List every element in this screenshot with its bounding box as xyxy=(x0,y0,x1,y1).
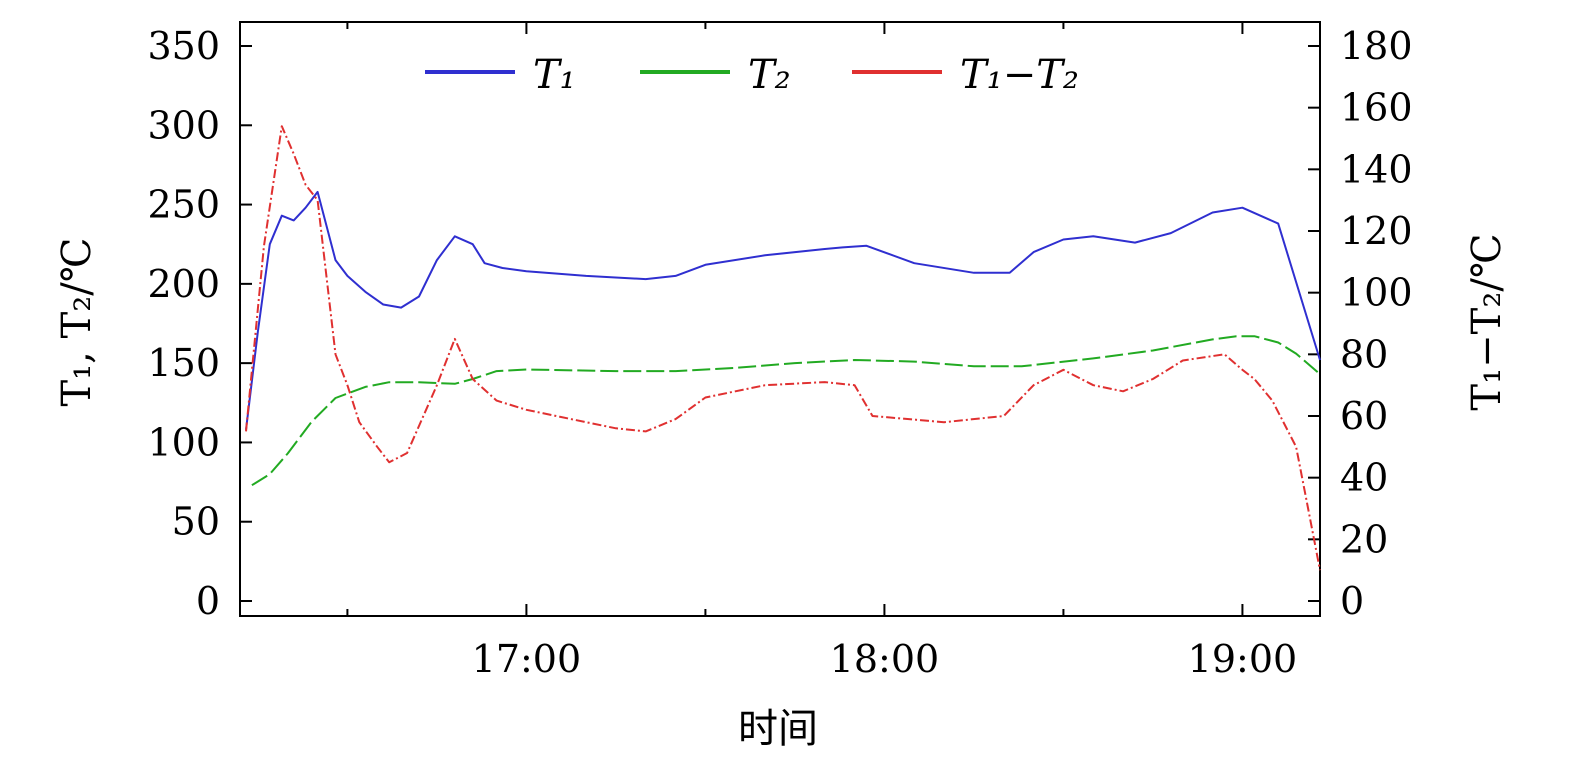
legend-label-T1: T₁ xyxy=(533,52,576,98)
plot-frame xyxy=(240,22,1320,616)
right-tick-label: 80 xyxy=(1340,332,1388,376)
x-tick-label: 18:00 xyxy=(830,637,940,681)
x-tick-label: 19:00 xyxy=(1188,637,1298,681)
right-tick-label: 100 xyxy=(1340,271,1413,315)
legend-label-diff: T₁−T₂ xyxy=(960,52,1079,98)
left-tick-label: 0 xyxy=(196,579,220,623)
right-tick-label: 140 xyxy=(1340,147,1413,191)
right-y-axis-title: T₁−T₂/℃ xyxy=(1464,233,1510,410)
right-tick-label: 160 xyxy=(1340,86,1413,130)
left-tick-label: 250 xyxy=(147,183,220,227)
legend: T₁ T₂ T₁−T₂ xyxy=(425,52,1079,98)
left-y-axis: 0 50 100 150 200 250 300 350 xyxy=(147,24,252,623)
right-tick-label: 0 xyxy=(1340,579,1364,623)
right-tick-label: 20 xyxy=(1340,517,1388,561)
legend-label-T2: T₂ xyxy=(748,52,791,98)
right-tick-label: 40 xyxy=(1340,456,1388,500)
x-tick-label: 17:00 xyxy=(472,637,582,681)
series-line-diff xyxy=(246,126,1320,570)
right-tick-label: 120 xyxy=(1340,209,1413,253)
left-y-axis-title: T₁, T₂/℃ xyxy=(54,237,100,406)
left-tick-label: 150 xyxy=(147,341,220,385)
left-tick-label: 50 xyxy=(172,500,220,544)
right-tick-label: 180 xyxy=(1340,24,1413,68)
series-layer xyxy=(246,126,1320,570)
left-tick-label: 350 xyxy=(147,24,220,68)
left-tick-label: 200 xyxy=(147,262,220,306)
right-tick-label: 60 xyxy=(1340,394,1388,438)
x-axis-title: 时间 xyxy=(738,706,818,752)
x-axis: 17:00 18:00 19:00 xyxy=(347,22,1297,681)
series-line-T2 xyxy=(252,336,1320,485)
left-tick-label: 300 xyxy=(147,103,220,147)
series-line-T1 xyxy=(246,192,1320,430)
left-tick-label: 100 xyxy=(147,420,220,464)
right-y-axis: 0 20 40 60 80 100 120 140 160 180 xyxy=(1308,24,1413,623)
